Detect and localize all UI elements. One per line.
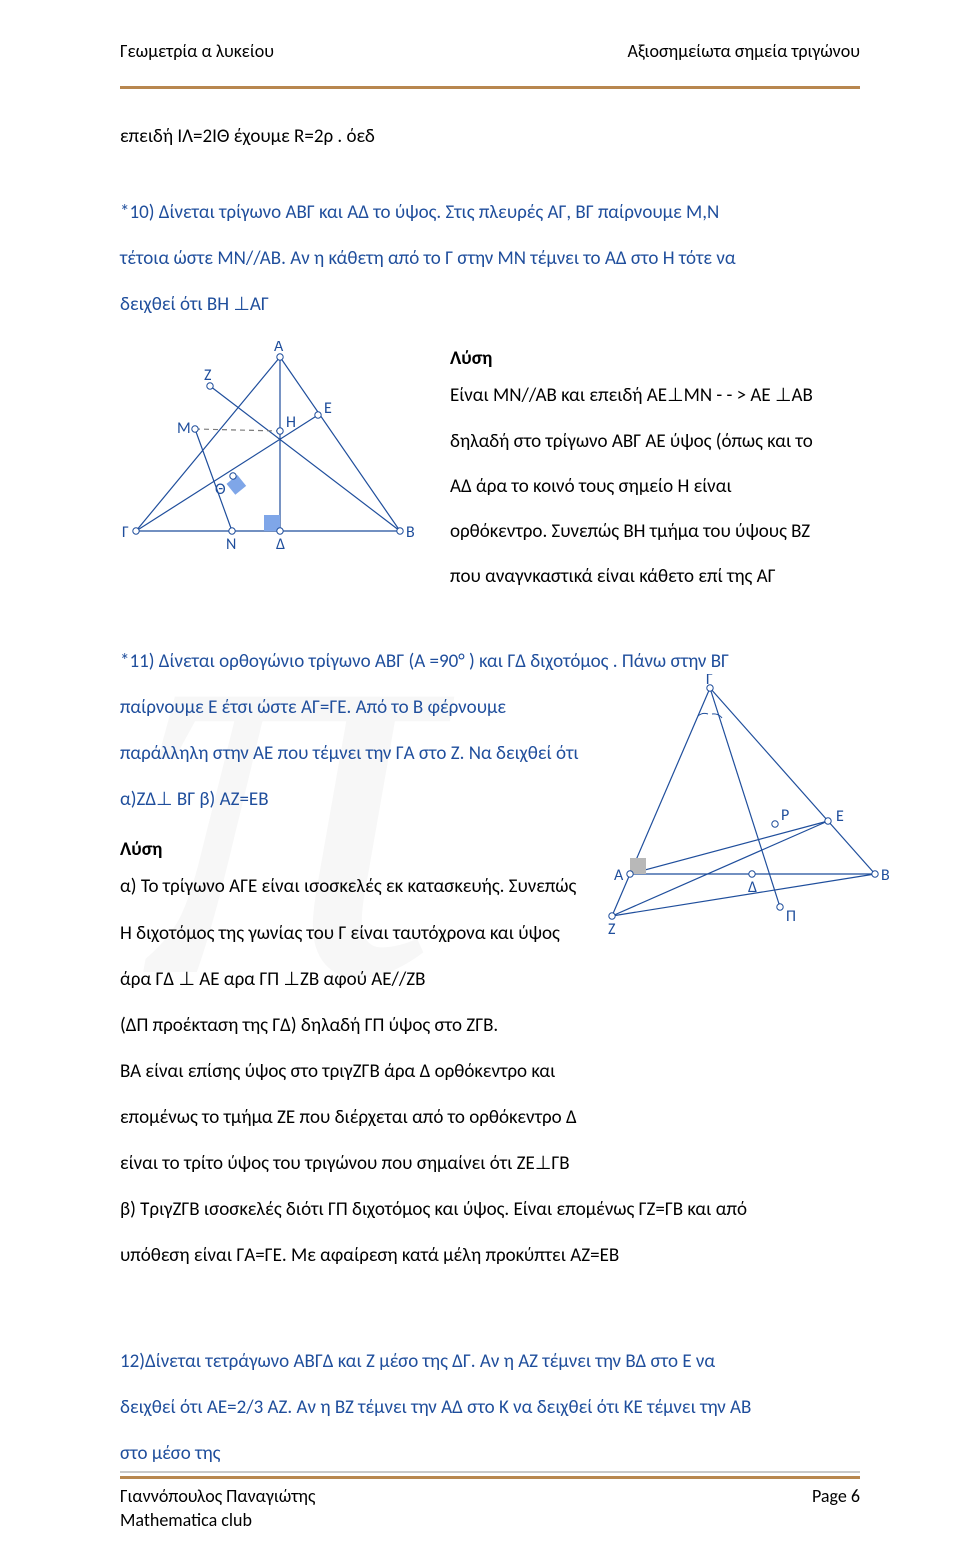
page-header: Γεωμετρία α λυκείου Αξιοσημείωτα σημεία …: [120, 40, 860, 62]
solution10-line5: που αναγνκαστικά είναι κάθετο επί της ΑΓ: [450, 559, 813, 594]
svg-text:Ρ: Ρ: [781, 806, 789, 825]
header-right: Αξιοσημείωτα σημεία τριγώνου: [628, 40, 860, 62]
svg-text:Δ: Δ: [748, 878, 757, 897]
figure-11: Γ Α Β Δ Ε Ρ Π Ζ: [600, 674, 900, 944]
svg-text:Ε: Ε: [324, 399, 332, 418]
problem11-line2: παίρνουμε Ε έτσι ώστε ΑΓ=ΓΕ. Από το Β φέ…: [120, 690, 600, 726]
svg-text:Η: Η: [286, 413, 296, 432]
svg-text:Γ: Γ: [122, 523, 129, 542]
solution11-line4: (ΔΠ προέκταση της ΓΔ) δηλαδή ΓΠ ύψος στο…: [120, 1008, 600, 1044]
solution10-heading: Λύση: [450, 347, 813, 370]
svg-text:Γ: Γ: [706, 674, 713, 689]
svg-text:Ζ: Ζ: [204, 366, 212, 385]
solution11-line6: επομένως το τμήμα ΖΕ που διέρχεται από τ…: [120, 1100, 600, 1136]
solution11-line3: άρα ΓΔ ⊥ ΑΕ αρα ΓΠ ⊥ΖΒ αφού ΑΕ//ΖΒ: [120, 962, 600, 998]
svg-text:Δ: Δ: [276, 535, 285, 551]
svg-text:Α: Α: [274, 341, 284, 356]
solution11-line5: ΒΑ είναι επίσης ύψος στο τριγΖΓΒ άρα Δ ο…: [120, 1054, 600, 1090]
solution11-line8: β) ΤριγΖΓΒ ισοσκελές διότι ΓΠ διχοτόμος …: [120, 1192, 860, 1228]
svg-text:Ζ: Ζ: [608, 920, 616, 939]
solution10-line2: δηλαδή στο τρίγωνο ΑΒΓ ΑΕ ύψος (όπως και…: [450, 424, 813, 459]
problem12-line1: 12)Δίνεται τετράγωνο ΑΒΓΔ και Ζ μέσο της…: [120, 1344, 860, 1380]
solution11-line9: υπόθεση είναι ΓΑ=ΓΕ. Με αφαίρεση κατά μέ…: [120, 1238, 860, 1274]
footer-author: Γιαννόπουλος Παναγιώτης: [120, 1485, 315, 1508]
solution10-line4: ορθόκεντρο. Συνεπώς ΒΗ τμήμα του ύψους Β…: [450, 514, 813, 549]
svg-text:Μ: Μ: [177, 419, 191, 438]
solution10-line3: ΑΔ άρα το κοινό τους σημείο Η είναι: [450, 469, 813, 504]
problem10-line2: τέτοια ώστε ΜΝ//ΑΒ. Αν η κάθετη από το Γ…: [120, 241, 860, 277]
svg-text:Β: Β: [881, 866, 890, 885]
svg-text:Β: Β: [406, 523, 415, 542]
solution10-line1: Είναι ΜΝ//ΑΒ και επειδή ΑΕ⊥ΜΝ - - > ΑΕ ⊥…: [450, 378, 813, 413]
intro-line: επειδή ΙΛ=2ΙΘ έχουμε R=2ρ . όεδ: [120, 119, 860, 155]
figure-10: Α Β Γ Δ Ν Μ Η Θ Ζ Ε: [120, 341, 420, 556]
solution11-line2: Η διχοτόμος της γωνίας του Γ είναι ταυτό…: [120, 916, 600, 952]
problem11-line3: παράλληλη στην ΑΕ που τέμνει την ΓΑ στο …: [120, 736, 600, 772]
problem11-line4: α)ΖΔ⊥ ΒΓ β) ΑΖ=ΕΒ: [120, 782, 600, 818]
solution11-line1: α) Το τρίγωνο ΑΓΕ είναι ισοσκελές εκ κατ…: [120, 869, 600, 905]
header-rule: [120, 86, 860, 89]
svg-text:Π: Π: [786, 907, 796, 926]
svg-text:Ε: Ε: [836, 807, 844, 826]
page-footer: Γιαννόπουλος Παναγιώτης Mathematica club…: [120, 1471, 860, 1532]
problem12-line2: δειχθεί ότι ΑΕ=2/3 ΑΖ. Αν η ΒΖ τέμνει τη…: [120, 1390, 860, 1426]
svg-text:Θ: Θ: [215, 480, 226, 499]
svg-text:Α: Α: [614, 866, 624, 885]
problem10-line3: δειχθεί ότι ΒΗ ⊥ΑΓ: [120, 287, 860, 323]
solution11-line7: είναι το τρίτο ύψος του τριγώνου που σημ…: [120, 1146, 600, 1182]
problem12-line3: στο μέσο της: [120, 1436, 860, 1472]
footer-page: Page 6: [812, 1485, 860, 1532]
header-left: Γεωμετρία α λυκείου: [120, 40, 274, 62]
problem10-line1: *10) Δίνεται τρίγωνο ΑΒΓ και ΑΔ το ύψος.…: [120, 195, 860, 231]
footer-club: Mathematica club: [120, 1509, 315, 1532]
svg-text:Ν: Ν: [226, 535, 236, 551]
